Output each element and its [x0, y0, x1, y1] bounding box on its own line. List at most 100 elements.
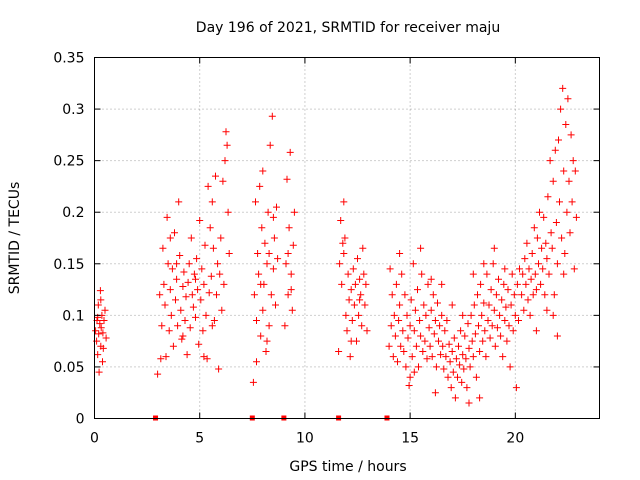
data-point — [489, 260, 497, 268]
data-point — [287, 270, 295, 278]
data-point — [448, 348, 456, 355]
data-point — [265, 322, 273, 330]
data-point — [192, 313, 199, 321]
data-point — [199, 327, 207, 335]
data-point — [259, 167, 267, 175]
data-point — [559, 84, 567, 92]
data-point — [490, 306, 498, 314]
data-point — [560, 270, 568, 278]
data-point — [249, 378, 257, 386]
data-point — [428, 353, 436, 361]
data-point — [513, 280, 521, 288]
data-point — [466, 363, 474, 371]
data-point — [528, 250, 536, 257]
data-point — [570, 265, 578, 273]
data-point — [264, 208, 272, 216]
data-point — [532, 286, 540, 294]
data-point — [491, 342, 499, 350]
data-point — [467, 311, 475, 319]
data-point — [358, 322, 366, 330]
x-tick-label: 5 — [195, 431, 204, 447]
data-point — [163, 213, 171, 221]
data-point — [398, 270, 406, 278]
data-point — [212, 172, 219, 180]
data-point — [207, 272, 215, 280]
data-point — [527, 275, 535, 283]
data-point — [188, 291, 196, 299]
data-point — [481, 327, 489, 335]
y-tick-label: 0.1 — [62, 308, 84, 324]
data-point — [518, 291, 526, 299]
data-point — [414, 286, 421, 294]
data-point — [256, 182, 264, 190]
data-point — [469, 270, 477, 278]
data-point — [438, 280, 446, 288]
data-point — [421, 337, 429, 345]
data-point — [392, 280, 400, 288]
data-point — [339, 239, 347, 247]
data-point — [284, 291, 292, 299]
y-tick-label: 0.05 — [53, 360, 84, 376]
y-tick-label: 0.35 — [53, 51, 84, 67]
data-point — [349, 265, 357, 273]
data-point — [202, 311, 210, 319]
y-axis-label: SRMTID / TECUs — [7, 182, 23, 295]
data-point — [161, 301, 169, 309]
data-point — [435, 337, 442, 345]
data-point — [167, 311, 175, 319]
data-point — [219, 177, 227, 185]
data-point — [216, 270, 224, 278]
data-point — [439, 342, 447, 350]
tick-layer: 0 0.05 0.1 0.15 0.2 0.25 0.3 0.35 0 5 10 15 20 — [53, 51, 600, 447]
data-point — [204, 182, 212, 190]
data-point — [172, 296, 179, 304]
data-point — [166, 286, 174, 294]
data-point — [525, 265, 533, 273]
data-point — [475, 322, 482, 330]
data-point — [552, 219, 560, 226]
data-point — [412, 342, 420, 350]
data-point — [288, 306, 296, 314]
data-point — [507, 301, 515, 309]
data-point — [533, 234, 541, 242]
data-point — [543, 255, 551, 263]
data-point — [257, 332, 265, 340]
data-point — [215, 365, 223, 373]
data-point — [189, 303, 197, 311]
data-point — [164, 260, 172, 268]
data-point — [399, 327, 407, 335]
data-point — [556, 198, 563, 206]
chart-title: Day 196 of 2021, SRMTID for receiver maj… — [196, 20, 500, 36]
data-point — [273, 203, 280, 211]
data-point — [546, 157, 554, 165]
data-point — [478, 311, 486, 319]
data-point — [409, 260, 417, 268]
data-point — [343, 327, 351, 335]
data-point — [290, 208, 298, 216]
data-point — [417, 244, 425, 252]
data-point — [100, 317, 108, 324]
data-point — [508, 270, 516, 278]
data-point — [356, 275, 364, 283]
data-point — [99, 329, 107, 337]
data-point — [476, 394, 484, 402]
data-point — [397, 342, 405, 350]
data-point — [532, 327, 540, 335]
data-point — [495, 275, 502, 283]
data-point — [217, 234, 225, 242]
data-point — [425, 324, 433, 332]
data-point — [270, 234, 278, 242]
data-point — [553, 260, 561, 268]
data-point — [396, 250, 404, 257]
data-point — [404, 334, 412, 342]
data-point — [165, 327, 173, 335]
data-point — [95, 330, 103, 338]
data-point — [185, 260, 193, 268]
x-tick-label: 10 — [296, 431, 314, 447]
data-point — [452, 355, 460, 363]
data-point — [436, 322, 444, 330]
data-point — [224, 208, 232, 216]
data-point — [441, 327, 449, 335]
data-point — [269, 213, 277, 221]
